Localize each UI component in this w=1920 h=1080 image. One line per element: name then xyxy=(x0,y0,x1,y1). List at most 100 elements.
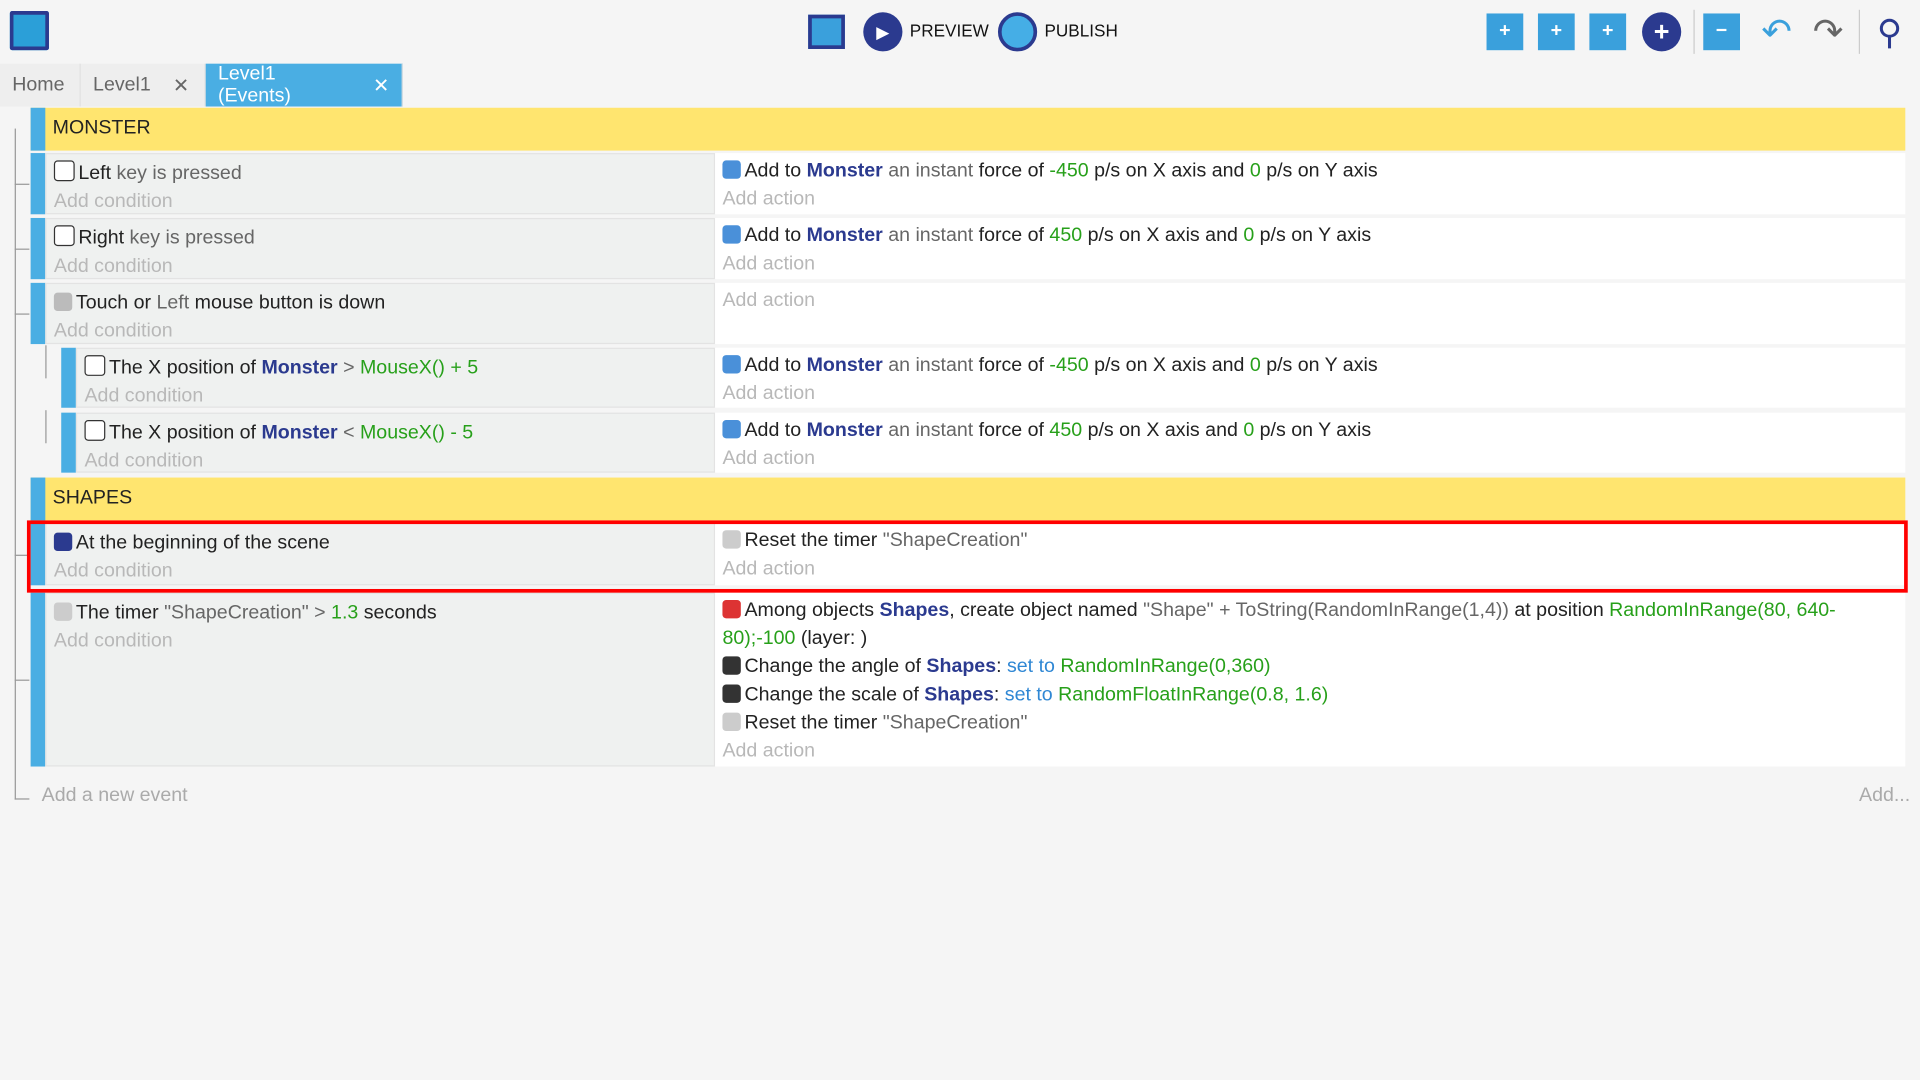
actions-column: Add action xyxy=(715,282,1906,345)
text-segment: force of xyxy=(978,420,1050,441)
conditions-column: The X position of Monster > MouseX() + 5… xyxy=(75,347,716,408)
add-sub-event-icon[interactable]: + xyxy=(1537,13,1575,51)
tab-level1-events[interactable]: Level1 (Events) ✕ xyxy=(205,63,403,107)
add-condition-link[interactable]: Add condition xyxy=(53,255,173,277)
tree-line xyxy=(14,798,30,800)
undo-icon[interactable]: ↶ xyxy=(1761,11,1793,53)
expression-value: RandomInRange(80, 640-80);-100 xyxy=(722,600,1836,649)
project-manager-icon[interactable] xyxy=(9,11,49,51)
expression-value: RandomInRange(0,360) xyxy=(1060,656,1271,678)
publish-button[interactable]: PUBLISH xyxy=(1044,20,1118,41)
text-segment: Add to xyxy=(744,355,807,376)
force-icon xyxy=(722,225,741,244)
close-icon[interactable]: ✕ xyxy=(172,75,190,97)
event-drag-handle[interactable] xyxy=(30,522,46,586)
add-more-link[interactable]: Add... xyxy=(1859,784,1911,806)
text-segment: p/s on X axis and xyxy=(1082,420,1244,441)
delete-icon[interactable]: − xyxy=(1703,13,1741,51)
event-drag-handle[interactable] xyxy=(30,153,46,215)
expression-value: -450 xyxy=(1049,160,1089,182)
keyboard-icon xyxy=(53,225,75,247)
add-action-link[interactable]: Add action xyxy=(722,290,816,312)
add-condition-link[interactable]: Add condition xyxy=(84,450,204,472)
debugger-icon[interactable] xyxy=(808,14,845,49)
tree-line xyxy=(14,248,30,250)
group-shapes[interactable]: SHAPES xyxy=(30,477,1906,521)
add-condition-link[interactable]: Add condition xyxy=(53,320,173,342)
conditions-column: Left key is pressed Add condition xyxy=(45,153,716,215)
search-icon[interactable]: ⚲ xyxy=(1876,12,1902,51)
mouse-icon xyxy=(53,292,73,312)
condition[interactable]: Touch or Left mouse button is down xyxy=(53,289,707,317)
event-row: Touch or Left mouse button is down Add co… xyxy=(14,282,1906,345)
action[interactable]: Reset the timer "ShapeCreation" xyxy=(722,527,1898,555)
action[interactable]: Change the scale of Shapes: set to Rando… xyxy=(722,681,1898,709)
close-icon[interactable]: ✕ xyxy=(372,75,390,97)
condition[interactable]: The X position of Monster < MouseX() - 5 xyxy=(84,419,706,447)
object-name: Monster xyxy=(806,160,883,182)
force-icon xyxy=(722,160,741,179)
text-segment: p/s on X axis and xyxy=(1082,225,1244,247)
event-drag-handle[interactable] xyxy=(30,282,46,345)
redo-icon[interactable]: ↷ xyxy=(1812,11,1844,53)
text-segment: Left xyxy=(78,162,112,184)
actions-column: Among objects Shapes, create object name… xyxy=(715,592,1906,767)
action[interactable]: Add to Monster an instant force of 450 p… xyxy=(722,222,1898,250)
action[interactable]: Add to Monster an instant force of -450 … xyxy=(722,157,1898,185)
text-segment: The timer xyxy=(75,602,165,624)
event-drag-handle[interactable] xyxy=(61,412,76,473)
text-segment: Add to xyxy=(744,420,807,441)
add-action-link[interactable]: Add action xyxy=(722,558,816,580)
condition[interactable]: Right key is pressed xyxy=(53,224,707,252)
text-segment: Change the scale of xyxy=(744,684,925,706)
add-event-icon[interactable]: + xyxy=(1486,13,1524,51)
publish-icon[interactable] xyxy=(997,12,1038,52)
tab-level1[interactable]: Level1 ✕ xyxy=(80,63,206,107)
add-new-event-link[interactable]: Add a new event xyxy=(41,784,188,806)
add-action-link[interactable]: Add action xyxy=(722,383,816,405)
add-condition-link[interactable]: Add condition xyxy=(84,385,204,407)
preview-button[interactable]: PREVIEW xyxy=(909,20,989,41)
action[interactable]: Add to Monster an instant force of 450 p… xyxy=(722,416,1898,444)
add-action-link[interactable]: Add action xyxy=(722,740,816,762)
add-action-link[interactable]: Add action xyxy=(722,448,816,469)
text-segment: "ShapeCreation" xyxy=(882,530,1028,552)
add-condition-link[interactable]: Add condition xyxy=(53,630,173,652)
condition[interactable]: The X position of Monster > MouseX() + 5 xyxy=(84,354,706,382)
group-monster[interactable]: MONSTER xyxy=(30,107,1906,151)
text-segment: Left xyxy=(156,292,190,314)
action[interactable]: Reset the timer "ShapeCreation" xyxy=(722,709,1898,737)
toolbar-divider xyxy=(1858,9,1861,54)
add-more-icon[interactable]: + xyxy=(1642,12,1682,52)
text-segment: Reset the timer xyxy=(744,530,883,552)
add-condition-link[interactable]: Add condition xyxy=(53,560,173,582)
timer-icon xyxy=(722,530,741,549)
action[interactable]: Among objects Shapes, create object name… xyxy=(722,596,1898,652)
event-drag-handle[interactable] xyxy=(61,347,76,408)
text-segment: "ShapeCreation" xyxy=(882,712,1028,734)
text-segment: p/s on X axis and xyxy=(1088,355,1250,376)
group-title: SHAPES xyxy=(52,487,133,509)
event-drag-handle[interactable] xyxy=(30,217,46,280)
actions-column: Add to Monster an instant force of 450 p… xyxy=(715,412,1906,473)
condition[interactable]: At the beginning of the scene xyxy=(53,529,707,557)
expression-value: 0 xyxy=(1243,420,1255,441)
add-action-link[interactable]: Add action xyxy=(722,188,816,210)
position-icon xyxy=(84,420,106,441)
preview-icon[interactable]: ▶ xyxy=(863,12,903,52)
action[interactable]: Change the angle of Shapes: set to Rando… xyxy=(722,653,1898,681)
text-segment: , create object named xyxy=(949,600,1144,621)
tab-label: Level1 xyxy=(93,74,151,95)
condition[interactable]: The timer "ShapeCreation" > 1.3 seconds xyxy=(53,599,707,627)
expression-value: 1.3 xyxy=(331,602,359,624)
action[interactable]: Add to Monster an instant force of -450 … xyxy=(722,351,1898,379)
object-name: Shapes xyxy=(879,600,950,621)
actions-column: Reset the timer "ShapeCreation" Add actio… xyxy=(715,522,1906,586)
event-drag-handle[interactable] xyxy=(30,592,46,767)
add-action-link[interactable]: Add action xyxy=(722,253,816,275)
expression-value: 450 xyxy=(1049,420,1083,441)
condition[interactable]: Left key is pressed xyxy=(53,159,707,187)
add-comment-icon[interactable]: + xyxy=(1589,13,1627,51)
add-condition-link[interactable]: Add condition xyxy=(53,191,173,212)
tab-home[interactable]: Home xyxy=(0,63,81,107)
